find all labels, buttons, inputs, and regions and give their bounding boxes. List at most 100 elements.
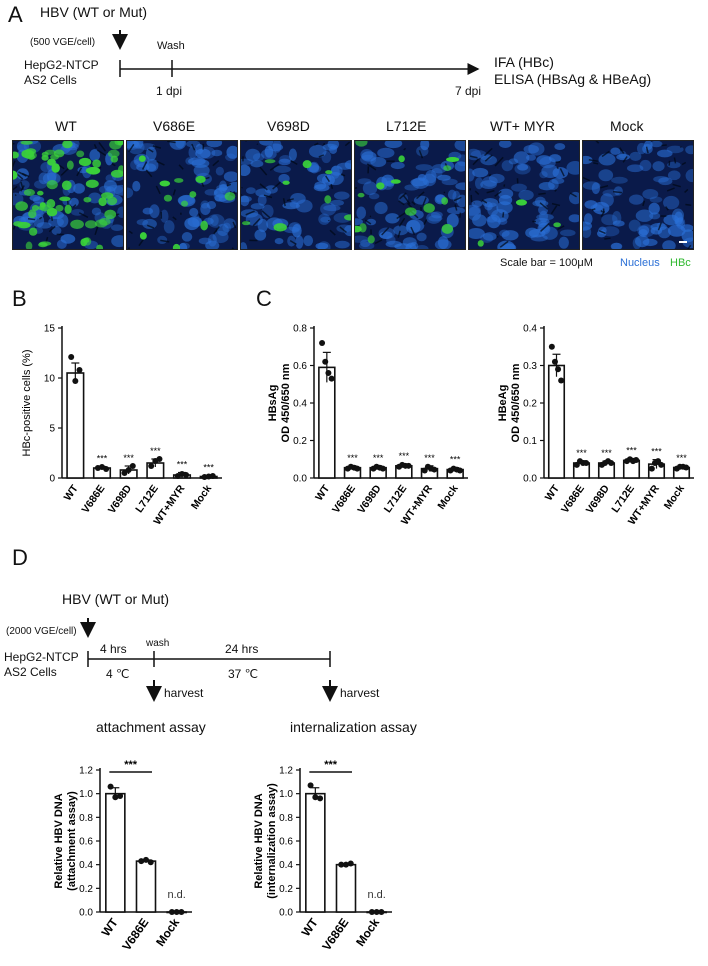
data-point — [608, 460, 615, 466]
nucleus-mark — [303, 235, 314, 247]
nucleus-mark — [257, 194, 267, 206]
cell-border-mark — [398, 200, 405, 206]
hbc-signal-mark — [355, 225, 362, 233]
cell-border-mark — [198, 213, 202, 219]
nucleus-mark — [343, 224, 351, 237]
nucleus-mark — [653, 175, 669, 183]
cell-border-mark — [539, 202, 549, 210]
data-point — [72, 378, 79, 384]
cell-border-mark — [241, 186, 243, 189]
data-point — [431, 466, 438, 473]
nucleus-mark — [499, 229, 510, 237]
nucleus-mark — [649, 196, 663, 203]
nucleus-mark — [525, 227, 540, 238]
micro-label-wt-myr: WT+ MYR — [490, 118, 555, 134]
nucleus-mark — [29, 194, 41, 202]
nucleus-mark — [295, 235, 304, 249]
cell-border-mark — [172, 189, 176, 196]
cell-border-mark — [160, 239, 170, 243]
nucleus-mark — [517, 163, 529, 171]
nucleus-mark — [649, 212, 661, 220]
nucleus-mark — [360, 239, 371, 248]
nucleus-mark — [455, 182, 465, 191]
nucleus-mark — [185, 157, 194, 165]
cell-border-mark — [98, 166, 102, 170]
data-point — [103, 466, 110, 472]
panel-a-cells-line2: AS2 Cells — [24, 73, 77, 87]
cell-border-mark — [685, 203, 692, 207]
nucleus-mark — [671, 208, 685, 223]
cell-border-mark — [687, 244, 692, 249]
cell-border-mark — [550, 205, 558, 215]
hbc-signal-mark — [114, 141, 123, 146]
data-point — [328, 375, 335, 382]
hbc-signal-mark — [355, 141, 368, 147]
cell-border-mark — [231, 247, 234, 249]
cell-border-mark — [147, 148, 154, 153]
y-tick-label: 0.2 — [79, 884, 93, 895]
hbc-signal-mark — [390, 179, 401, 184]
nucleus-mark — [290, 192, 306, 205]
panel-a-wash-label: Wash — [157, 40, 185, 52]
cell-border-mark — [403, 147, 407, 151]
cell-border-mark — [459, 212, 462, 218]
hbc-signal-mark — [423, 203, 435, 213]
cell-border-mark — [600, 210, 605, 217]
nucleus-mark — [657, 226, 671, 239]
nucleus-mark — [250, 203, 265, 210]
significance-label: *** — [97, 454, 108, 464]
nucleus-mark — [283, 226, 300, 234]
y-tick-label: 0.4 — [293, 399, 307, 410]
hbc-signal-mark — [325, 170, 333, 175]
cell-border-mark — [645, 146, 649, 154]
nucleus-mark — [255, 188, 272, 198]
cell-border-mark — [551, 202, 561, 207]
nucleus-mark — [480, 180, 497, 190]
cell-border-mark — [325, 175, 331, 183]
cell-border-mark — [226, 183, 232, 187]
nucleus-mark — [69, 197, 79, 207]
nucleus-mark — [282, 202, 300, 210]
nucleus-mark — [366, 218, 377, 226]
nucleus-mark — [308, 144, 327, 158]
significance-label: *** — [324, 759, 338, 771]
hbc-signal-mark — [24, 151, 37, 160]
data-point — [76, 367, 83, 373]
nucleus-mark — [212, 230, 229, 244]
hbc-signal-mark — [85, 179, 99, 189]
hbc-signal-mark — [224, 191, 236, 201]
nucleus-mark — [513, 151, 530, 165]
nucleus-mark — [51, 226, 62, 236]
data-point — [658, 461, 665, 468]
y-axis-label-2: (attachment assay) — [66, 791, 78, 891]
data-point — [583, 460, 590, 466]
chart-d-attachment: 0.0 0.2 0.4 0.6 0.8 1.0 1.2 Relative HBV DNA (at… — [53, 759, 192, 953]
nucleus-mark — [193, 164, 210, 177]
cell-border-mark — [483, 147, 493, 157]
cell-border-mark — [14, 194, 17, 197]
data-point — [168, 909, 175, 915]
cell-border-mark — [289, 239, 297, 245]
scale-bar-label: Scale bar = 100μM — [500, 257, 593, 269]
data-point — [209, 473, 216, 479]
nucleus-mark — [89, 149, 101, 162]
cell-border-mark — [141, 161, 148, 170]
hbc-signal-mark — [101, 192, 114, 199]
panel-d-harvest2: harvest — [340, 686, 380, 700]
cell-border-mark — [399, 192, 407, 200]
nucleus-mark — [106, 184, 123, 195]
cell-border-mark — [469, 155, 478, 159]
hbc-signal-mark — [344, 214, 351, 221]
hbc-signal-mark — [200, 220, 208, 231]
panel-d-assay-attachment: attachment assay — [96, 719, 206, 735]
cell-border-mark — [374, 239, 383, 245]
hbc-signal-mark — [23, 188, 35, 197]
nucleus-mark — [541, 164, 560, 178]
cell-border-mark — [397, 230, 401, 238]
cell-border-mark — [423, 219, 428, 225]
nucleus-mark — [245, 187, 256, 194]
nucleus-mark — [355, 218, 363, 226]
cell-border-mark — [355, 186, 358, 189]
hbc-signal-mark — [28, 227, 38, 236]
nucleus-mark — [292, 223, 302, 238]
